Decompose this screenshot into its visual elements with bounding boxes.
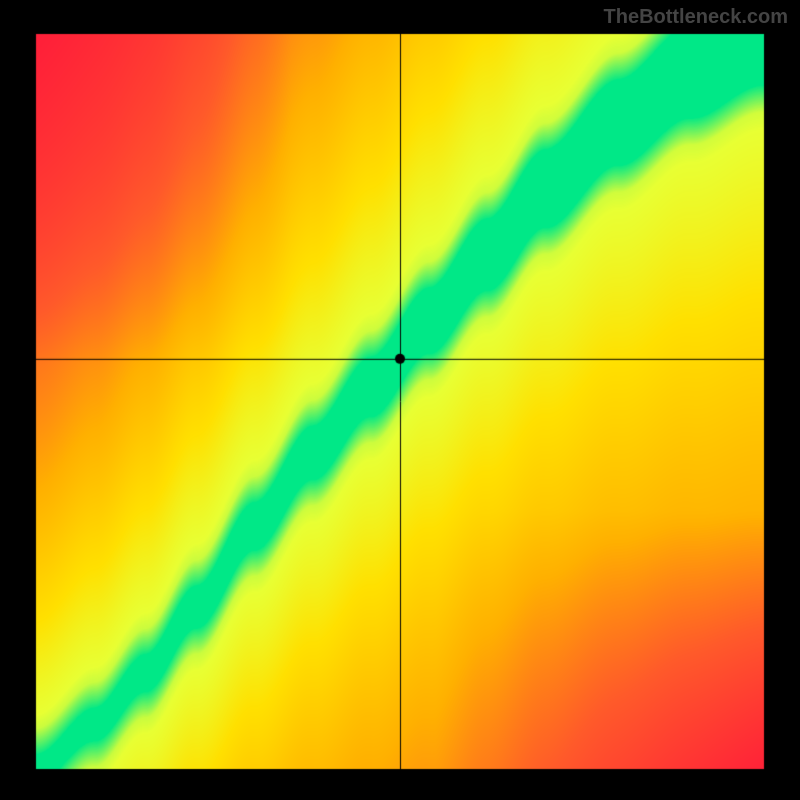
watermark-text: TheBottleneck.com [604, 6, 788, 29]
chart-container: TheBottleneck.com [0, 0, 800, 800]
bottleneck-heatmap [0, 0, 800, 800]
